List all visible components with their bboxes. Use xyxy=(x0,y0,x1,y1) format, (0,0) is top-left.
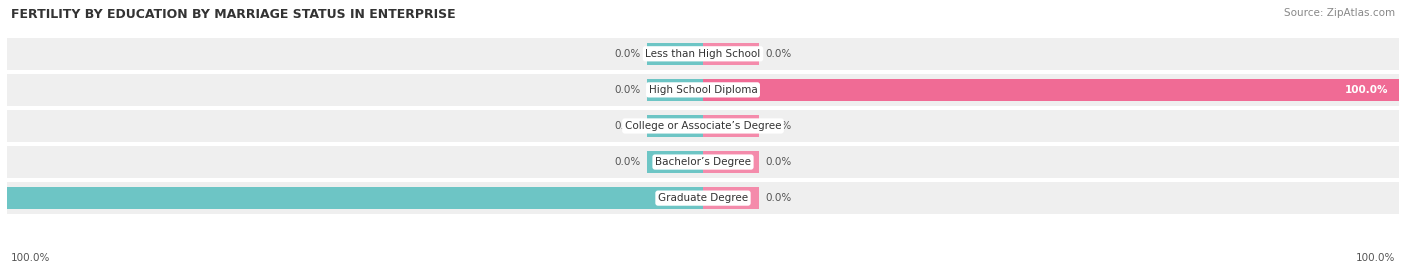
Bar xyxy=(7,110,1399,142)
Text: 100.0%: 100.0% xyxy=(1346,85,1389,95)
Text: High School Diploma: High School Diploma xyxy=(648,85,758,95)
Bar xyxy=(7,187,703,209)
Text: 0.0%: 0.0% xyxy=(766,121,792,131)
Bar xyxy=(647,79,703,101)
Bar xyxy=(647,151,703,173)
Bar xyxy=(703,151,759,173)
Text: Source: ZipAtlas.com: Source: ZipAtlas.com xyxy=(1284,8,1395,18)
Bar xyxy=(7,74,1399,106)
Bar xyxy=(703,79,1399,101)
Bar xyxy=(703,115,759,137)
Text: 0.0%: 0.0% xyxy=(766,49,792,59)
Text: Less than High School: Less than High School xyxy=(645,49,761,59)
Text: 0.0%: 0.0% xyxy=(614,121,640,131)
Bar xyxy=(703,43,759,65)
Text: 0.0%: 0.0% xyxy=(614,49,640,59)
Bar xyxy=(7,182,1399,214)
Text: Graduate Degree: Graduate Degree xyxy=(658,193,748,203)
Text: 0.0%: 0.0% xyxy=(614,85,640,95)
Bar xyxy=(647,43,703,65)
Bar xyxy=(703,187,759,209)
Text: 100.0%: 100.0% xyxy=(11,253,51,263)
Text: 0.0%: 0.0% xyxy=(614,157,640,167)
Bar xyxy=(647,115,703,137)
Bar xyxy=(7,38,1399,70)
Text: College or Associate’s Degree: College or Associate’s Degree xyxy=(624,121,782,131)
Text: Bachelor’s Degree: Bachelor’s Degree xyxy=(655,157,751,167)
Text: 0.0%: 0.0% xyxy=(766,157,792,167)
Text: 100.0%: 100.0% xyxy=(1355,253,1395,263)
Text: FERTILITY BY EDUCATION BY MARRIAGE STATUS IN ENTERPRISE: FERTILITY BY EDUCATION BY MARRIAGE STATU… xyxy=(11,8,456,21)
Bar xyxy=(7,146,1399,178)
Text: 0.0%: 0.0% xyxy=(766,193,792,203)
